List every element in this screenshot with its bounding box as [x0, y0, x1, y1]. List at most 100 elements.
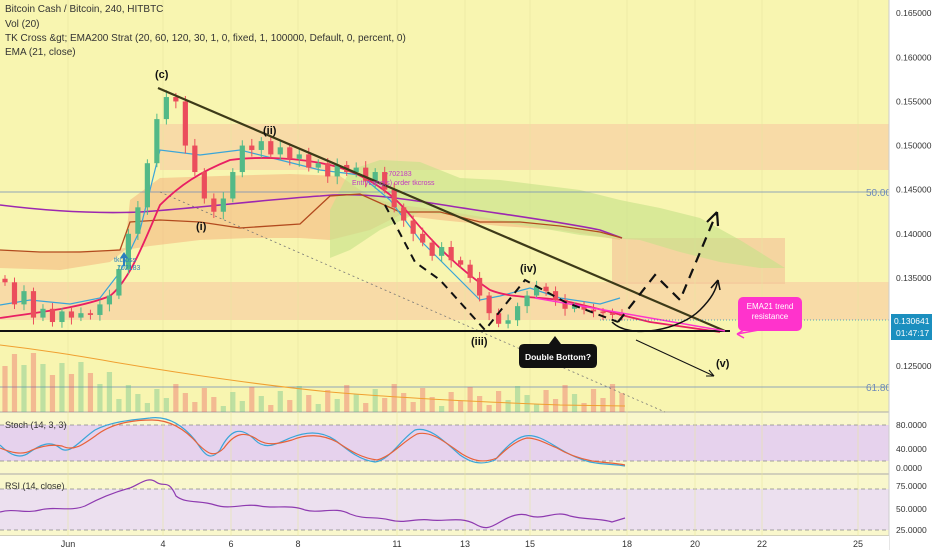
volume-bar: [344, 385, 350, 412]
volume-bar: [116, 399, 122, 412]
candle-body: [391, 189, 397, 208]
candle-body: [97, 304, 103, 315]
candle-body: [125, 233, 131, 270]
volume-bar: [258, 396, 264, 412]
volume-bar: [78, 362, 84, 412]
candle-body: [477, 277, 483, 296]
resistance-band: [160, 124, 889, 170]
candle-body: [230, 172, 236, 199]
volume-bar: [562, 385, 568, 412]
price-tick: 0.165000: [896, 8, 932, 18]
time-tick: 11: [392, 539, 401, 549]
candle-body: [249, 145, 255, 150]
candle-body: [458, 260, 464, 265]
candle-body: [268, 141, 274, 155]
volume-bar: [581, 403, 587, 412]
candle-body: [2, 278, 8, 283]
price-axis-bg: [889, 0, 932, 550]
volume-bar: [486, 405, 492, 412]
double-bottom-callout: [519, 336, 597, 368]
candle-body: [135, 207, 141, 234]
price-tick: 0.150000: [896, 141, 932, 151]
candle-body: [287, 147, 293, 159]
volume-bar: [106, 372, 113, 412]
volume-bar: [30, 353, 37, 412]
wave-path-dashed: [384, 204, 619, 332]
vertical-grid: [67, 0, 859, 536]
price-tick: 0.160000: [896, 52, 932, 62]
time-tick: 8: [295, 539, 300, 549]
stoch-d-line: [0, 419, 626, 466]
candle-body: [429, 242, 435, 256]
volume-bar: [87, 373, 94, 412]
volume-bar: [391, 384, 397, 412]
stoch-tick: 0.0000: [896, 463, 922, 473]
volume-ma: [0, 344, 626, 407]
candle-body: [30, 291, 37, 318]
volume-bar: [163, 398, 169, 412]
volume-bar: [363, 403, 369, 412]
candle-body: [363, 167, 369, 181]
volume-bar: [239, 401, 245, 412]
indicator-ema: EMA (21, close): [5, 47, 76, 58]
double-bottom-label: Double Bottom?: [525, 352, 591, 362]
candle-body: [211, 198, 217, 212]
volume-bar: [571, 394, 578, 412]
candle-body: [334, 164, 340, 177]
volume-bar: [420, 388, 426, 412]
ema-callout-box: [738, 297, 802, 331]
volume-bar: [477, 396, 483, 412]
volume-bar: [125, 385, 131, 412]
volume-bar: [135, 394, 141, 412]
time-tick: 4: [160, 539, 165, 549]
candle-body: [154, 119, 160, 164]
volume-bar: [429, 397, 435, 412]
volume-bar: [410, 402, 416, 412]
candle-body: [410, 220, 416, 234]
volume-bar: [296, 386, 302, 412]
volume-bar: [353, 394, 359, 412]
candle-body: [448, 247, 454, 261]
candle-body: [353, 167, 359, 173]
price-tick: 0.155000: [896, 96, 932, 106]
candle-body: [78, 313, 84, 318]
volume-bar: [49, 375, 56, 412]
time-axis-bg: [0, 536, 889, 550]
tenkan-line: [0, 149, 621, 306]
candle-body: [11, 282, 18, 305]
wave-iv-label: (iv): [520, 263, 537, 275]
volume-bar: [543, 390, 549, 412]
stoch-tick: 80.0000: [896, 420, 927, 430]
stoch-tick: 40.0000: [896, 444, 927, 454]
volume-bar: [533, 404, 540, 412]
volume-bar: [401, 393, 407, 412]
candle-body: [401, 207, 407, 221]
wave-v-label: (v): [716, 358, 730, 370]
rsi-tick: 25.0000: [896, 525, 927, 535]
arrow-down-head: [706, 369, 715, 377]
candle-body: [144, 163, 150, 208]
candle-body: [173, 97, 179, 102]
volume-bar: [40, 364, 46, 412]
volume-bar: [448, 392, 454, 412]
candle-body: [439, 247, 445, 256]
curved-projection: [611, 279, 719, 333]
chart-title: Bitcoin Cash / Bitcoin, 240, HITBTC: [5, 4, 164, 15]
price-tick: 0.140000: [896, 229, 932, 239]
rsi-tick: 50.0000: [896, 504, 927, 514]
volume-bar: [514, 386, 521, 412]
volume-bar: [144, 403, 150, 412]
time-tick: 13: [460, 539, 470, 549]
candle-body: [581, 306, 587, 310]
volume-bar: [97, 384, 103, 412]
candle-body: [220, 198, 226, 212]
kijun-line: [0, 193, 623, 253]
candle-body: [514, 306, 521, 321]
candle-body: [49, 308, 56, 323]
fib-50-label: 50.00%: [866, 188, 900, 199]
candle-body: [600, 311, 606, 314]
last-price-tag: [891, 314, 932, 340]
time-tick: 6: [228, 539, 233, 549]
candle-body: [467, 264, 473, 278]
